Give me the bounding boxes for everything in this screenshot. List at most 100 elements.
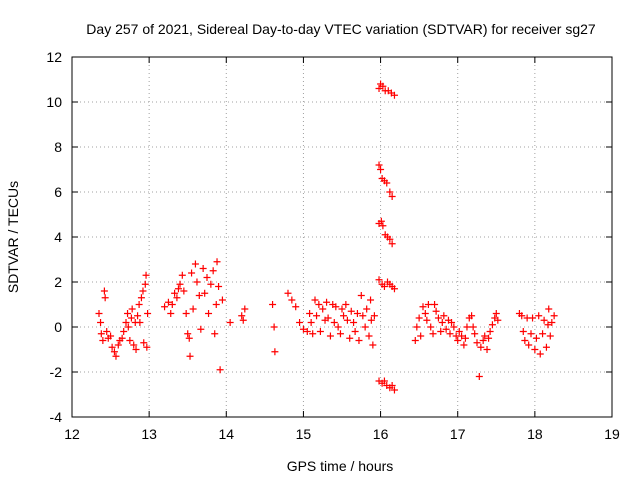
data-point (239, 316, 247, 324)
data-point (448, 319, 456, 326)
data-point (442, 325, 450, 333)
data-point (171, 289, 179, 297)
data-point (379, 222, 387, 230)
y-axis-label: SDTVAR / TECUs (5, 181, 21, 293)
data-point (215, 283, 223, 290)
data-point (423, 316, 431, 324)
data-point (440, 312, 448, 320)
data-point (377, 217, 385, 225)
y-tick-label: -4 (50, 409, 63, 425)
data-point (488, 321, 496, 329)
data-point (357, 292, 365, 299)
data-point (527, 330, 535, 338)
data-point (241, 305, 249, 313)
data-point (468, 312, 476, 320)
data-point (429, 330, 437, 338)
data-point (332, 303, 340, 311)
data-point (390, 285, 398, 293)
data-point (536, 350, 544, 358)
data-point (319, 305, 327, 313)
data-point (315, 301, 323, 308)
data-point (458, 332, 466, 340)
y-tick-label: 0 (54, 319, 62, 335)
data-point (338, 305, 346, 313)
y-tick-label: 8 (54, 139, 62, 155)
data-point (437, 328, 445, 335)
data-point (460, 341, 468, 349)
data-point (380, 283, 388, 290)
data-point (186, 352, 194, 360)
data-point (324, 314, 332, 322)
data-point (178, 271, 186, 279)
data-point (122, 319, 130, 326)
data-point (390, 91, 398, 99)
data-point (126, 337, 134, 344)
data-point (427, 323, 435, 331)
data-point (455, 328, 463, 335)
data-point (173, 294, 181, 302)
y-axis-ticks: -4 -2 0 2 4 6 8 10 12 (46, 49, 612, 425)
data-point (446, 330, 454, 338)
data-point (143, 343, 151, 351)
data-point (375, 161, 383, 169)
data-point (238, 312, 246, 320)
data-point (386, 188, 394, 196)
data-point (546, 332, 554, 340)
data-point (97, 319, 105, 326)
data-point (483, 346, 491, 353)
x-tick-label: 12 (64, 426, 80, 442)
data-point (164, 298, 172, 306)
data-point (481, 332, 489, 340)
x-tick-label: 18 (527, 426, 543, 442)
data-point (369, 341, 377, 349)
data-point (303, 328, 311, 335)
data-point (296, 319, 304, 326)
data-point (438, 319, 446, 326)
data-point (127, 314, 135, 322)
data-point (529, 314, 537, 322)
data-point (330, 319, 338, 326)
data-point (477, 343, 485, 351)
y-tick-label: -2 (50, 364, 63, 380)
data-point (383, 179, 391, 187)
data-point (326, 332, 334, 340)
y-tick-label: 4 (54, 229, 62, 245)
data-point (114, 341, 122, 349)
data-point (431, 301, 439, 308)
data-point (494, 316, 502, 324)
data-point (347, 307, 355, 315)
data-point (461, 334, 469, 342)
data-point (432, 307, 440, 315)
data-point (213, 258, 221, 266)
data-point (548, 319, 556, 326)
data-point (417, 332, 425, 340)
data-point (271, 348, 279, 356)
data-point (137, 294, 145, 302)
data-point (390, 386, 398, 394)
data-point (350, 319, 358, 326)
data-point (142, 271, 150, 279)
data-point (485, 334, 493, 342)
data-point (189, 305, 197, 313)
y-tick-label: 10 (46, 94, 62, 110)
data-point (120, 328, 128, 335)
data-point (535, 312, 543, 320)
data-point (375, 85, 383, 92)
data-point (112, 352, 120, 360)
data-point (471, 330, 479, 338)
data-point (550, 312, 558, 320)
data-point (306, 310, 314, 317)
data-point (342, 301, 350, 308)
data-point (492, 310, 500, 317)
data-point (473, 339, 481, 347)
data-points (95, 80, 558, 394)
data-point (346, 334, 354, 342)
data-point (292, 303, 300, 311)
data-point (519, 328, 527, 335)
x-tick-label: 16 (373, 426, 389, 442)
data-point (421, 310, 429, 317)
data-point (545, 305, 553, 313)
data-point (161, 303, 169, 311)
data-point (201, 289, 209, 297)
data-point (343, 316, 351, 324)
